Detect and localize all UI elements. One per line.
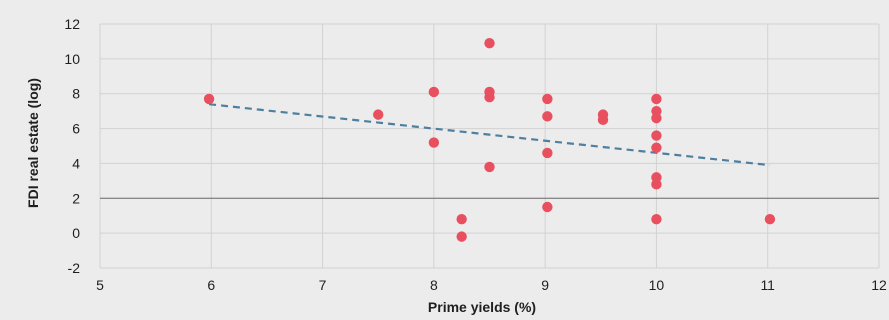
y-tick-label: 4 <box>72 155 80 171</box>
data-point <box>597 114 609 126</box>
y-tick-label: 2 <box>72 190 80 206</box>
x-tick-label: 9 <box>541 277 549 293</box>
y-tick-label: 8 <box>72 86 80 102</box>
data-point <box>651 93 662 105</box>
x-tick-label: 5 <box>96 277 104 293</box>
y-tick-label: 6 <box>72 121 80 137</box>
data-point <box>373 109 384 120</box>
data-point <box>203 93 215 105</box>
data-point <box>651 130 662 141</box>
x-tick-label: 8 <box>430 277 438 293</box>
data-point <box>484 161 495 173</box>
data-point <box>764 214 776 225</box>
trend-line <box>208 103 771 167</box>
data-point <box>542 93 553 105</box>
data-point <box>542 147 553 159</box>
data-point <box>651 142 662 153</box>
x-tick-label: 10 <box>649 277 665 293</box>
data-point <box>484 37 495 49</box>
data-point <box>428 137 440 148</box>
data-points <box>203 37 776 242</box>
data-point <box>542 201 553 213</box>
x-tick-label: 7 <box>319 277 327 293</box>
x-tick-label: 11 <box>760 277 775 293</box>
x-axis-ticks: 5 6 7 8 9 10 11 12 <box>96 277 887 293</box>
data-point <box>542 111 553 122</box>
data-point <box>651 112 662 124</box>
trend-line-group <box>208 103 771 167</box>
y-axis-title: FDI real estate (log) <box>25 78 41 208</box>
data-point <box>651 214 662 225</box>
x-tick-label: 6 <box>207 277 215 293</box>
data-point <box>456 231 467 242</box>
y-tick-label: 0 <box>72 225 80 241</box>
grid <box>99 23 880 269</box>
data-point <box>651 179 662 190</box>
data-point <box>428 86 440 98</box>
data-point <box>456 214 467 225</box>
y-tick-label: 10 <box>64 51 80 67</box>
x-tick-label: 12 <box>871 277 887 293</box>
data-point <box>484 92 495 103</box>
y-tick-label: -2 <box>68 260 81 276</box>
x-axis-title: Prime yields (%) <box>428 299 536 315</box>
y-axis-ticks: -2 0 2 4 6 8 10 12 <box>64 16 80 276</box>
y-tick-label: 12 <box>64 16 80 32</box>
